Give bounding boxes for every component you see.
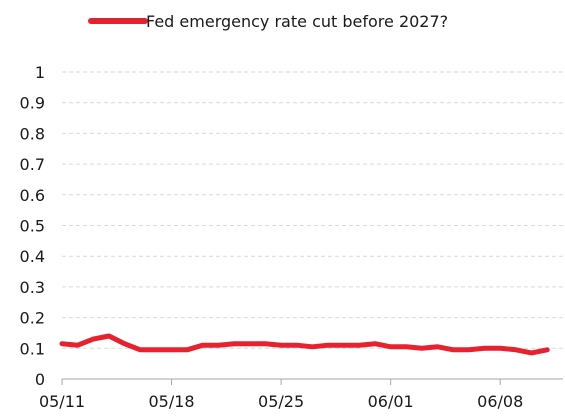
legend: Fed emergency rate cut before 2027? <box>88 12 448 31</box>
data-point <box>326 343 331 348</box>
data-point <box>341 343 346 348</box>
y-tick-label: 1 <box>35 63 45 82</box>
data-point <box>545 347 550 352</box>
data-point <box>153 347 158 352</box>
y-tick-label: 0.6 <box>20 186 45 205</box>
data-point <box>169 347 174 352</box>
x-tick-label: 06/01 <box>368 392 414 411</box>
data-point <box>529 350 534 355</box>
data-point <box>216 343 221 348</box>
y-tick-label: 0.2 <box>20 309 45 328</box>
y-tick-label: 0.3 <box>20 278 45 297</box>
y-axis: 0 0.1 0.2 0.3 0.4 0.5 0.6 0.7 0.8 0.9 1 <box>20 63 45 389</box>
data-point <box>107 334 112 339</box>
data-point <box>200 343 205 348</box>
plot-area <box>59 333 550 356</box>
series-line <box>59 333 550 356</box>
data-point <box>435 344 440 349</box>
data-point <box>498 346 503 351</box>
data-point <box>122 341 127 346</box>
data-point <box>247 341 252 346</box>
y-tick-label: 0.1 <box>20 339 45 358</box>
x-axis: 05/11 05/18 05/25 06/01 06/08 <box>39 378 563 411</box>
data-point <box>404 344 409 349</box>
y-tick-label: 0.9 <box>20 94 45 113</box>
data-point <box>279 343 284 348</box>
x-tick-label: 05/18 <box>148 392 194 411</box>
data-point <box>138 347 143 352</box>
data-point <box>75 343 80 348</box>
data-point <box>310 344 315 349</box>
data-point <box>185 347 190 352</box>
data-point <box>513 347 518 352</box>
x-tick-label: 05/11 <box>39 392 85 411</box>
data-point <box>451 347 456 352</box>
x-tick-label: 06/08 <box>477 392 523 411</box>
data-point <box>294 343 299 348</box>
y-tick-label: 0.7 <box>20 155 45 174</box>
x-tick-label: 05/25 <box>258 392 304 411</box>
data-point <box>373 341 378 346</box>
data-point <box>60 341 65 346</box>
y-tick-label: 0.4 <box>20 247 45 266</box>
data-point <box>232 341 237 346</box>
data-point <box>419 346 424 351</box>
gridlines <box>62 71 563 349</box>
y-tick-label: 0 <box>35 370 45 389</box>
data-point <box>466 347 471 352</box>
data-point <box>388 344 393 349</box>
data-point <box>482 346 487 351</box>
y-tick-label: 0.5 <box>20 217 45 236</box>
legend-label: Fed emergency rate cut before 2027? <box>146 12 448 31</box>
data-point <box>263 341 268 346</box>
data-point <box>91 337 96 342</box>
y-tick-label: 0.8 <box>20 124 45 143</box>
data-point <box>357 343 362 348</box>
